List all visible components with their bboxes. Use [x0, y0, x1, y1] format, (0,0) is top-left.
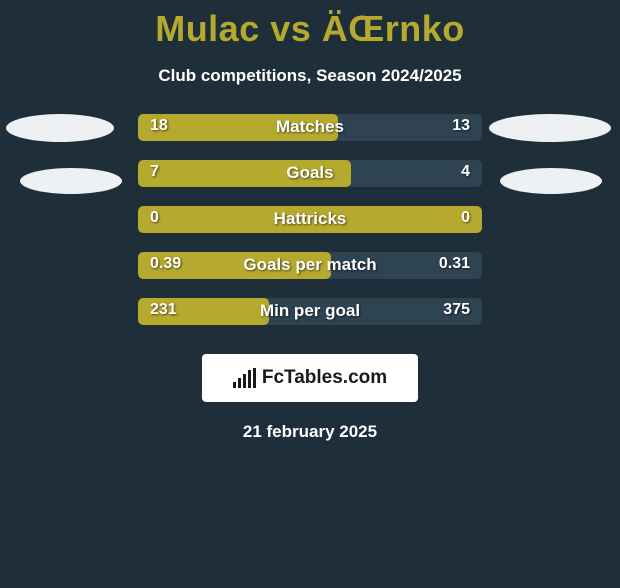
logo-bars-icon: [233, 368, 256, 388]
stat-bar-fill: [138, 160, 351, 187]
stat-bar-fill: [138, 298, 269, 325]
date-text: 21 february 2025: [0, 422, 620, 442]
stat-bar-fill: [138, 206, 482, 233]
stat-bar-track: [138, 160, 482, 187]
logo-text: FcTables.com: [262, 367, 387, 389]
subtitle: Club competitions, Season 2024/2025: [0, 66, 620, 86]
stat-row: 0.390.31Goals per match: [0, 252, 620, 298]
stat-bar-track: [138, 114, 482, 141]
side-ellipse: [20, 168, 122, 194]
stat-bar-fill: [138, 252, 331, 279]
stat-bar-track: [138, 298, 482, 325]
side-ellipse: [6, 114, 114, 142]
stat-bar-fill: [138, 114, 338, 141]
stats-container: 1813Matches74Goals00Hattricks0.390.31Goa…: [0, 114, 620, 344]
side-ellipse: [500, 168, 602, 194]
stat-bar-track: [138, 252, 482, 279]
stat-row: 00Hattricks: [0, 206, 620, 252]
stat-bar-track: [138, 206, 482, 233]
page-title: Mulac vs ÄŒrnko: [0, 8, 620, 50]
side-ellipse: [489, 114, 611, 142]
fctables-logo[interactable]: FcTables.com: [202, 354, 418, 402]
stat-row: 231375Min per goal: [0, 298, 620, 344]
